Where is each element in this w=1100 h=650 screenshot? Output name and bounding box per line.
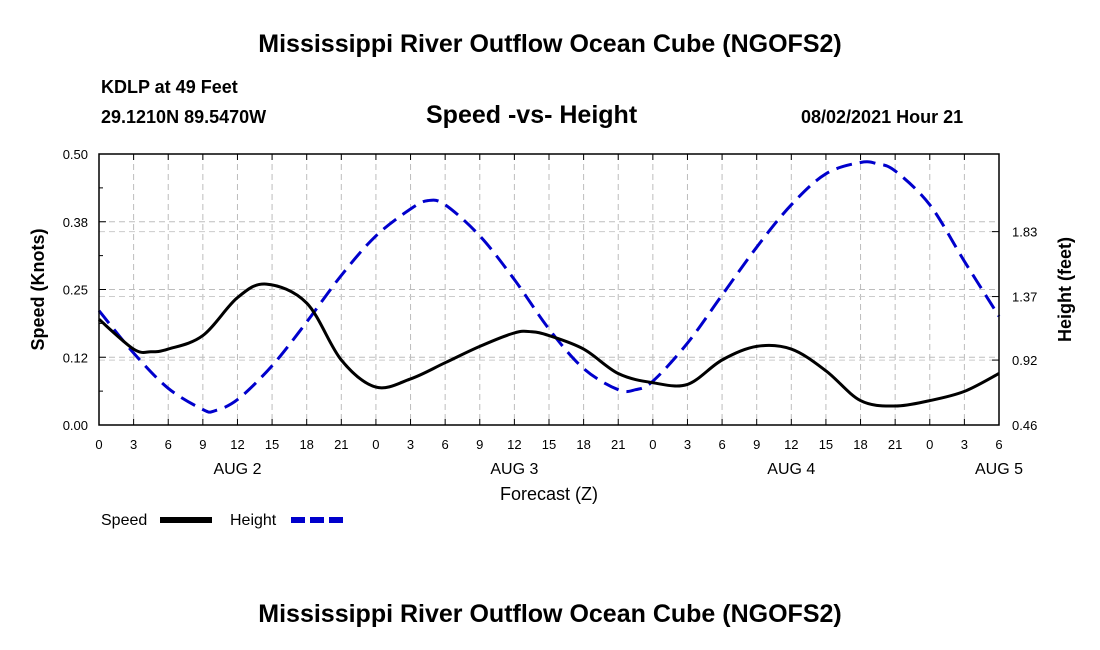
coordinates-label: 29.1210N 89.5470W	[101, 107, 267, 127]
x-tick-label: 0	[372, 437, 379, 452]
axis-ticks	[98, 153, 1000, 426]
x-tick-label: 0	[649, 437, 656, 452]
y2-tick-label: 0.92	[1012, 353, 1037, 368]
x-tick-label: 6	[995, 437, 1002, 452]
x-tick-label: 12	[507, 437, 521, 452]
x-tick-label: 18	[853, 437, 867, 452]
grid-lines	[99, 154, 999, 425]
bottom-title: Mississippi River Outflow Ocean Cube (NG…	[258, 600, 842, 628]
x-tick-label: 18	[299, 437, 313, 452]
speed-series-line	[98, 282, 1000, 408]
y2-tick-label: 1.83	[1012, 225, 1037, 240]
x-tick-label: 9	[753, 437, 760, 452]
x-tick-label: 15	[265, 437, 279, 452]
day-label: AUG 2	[213, 461, 261, 478]
legend: Speed Height	[101, 512, 343, 529]
legend-label-speed: Speed	[101, 512, 147, 529]
day-label: AUG 4	[767, 461, 815, 478]
station-label: KDLP at 49 Feet	[101, 77, 238, 97]
top-title: Mississippi River Outflow Ocean Cube (NG…	[258, 30, 842, 58]
legend-label-height: Height	[230, 512, 277, 529]
day-label: AUG 3	[490, 461, 538, 478]
y-tick-label: 0.50	[63, 147, 88, 162]
axis-labels: 0 3 6 9 12 15 18 21 0 3 6 9 12 15 18 21 0 3 6 9 12 15 18 21 0 3 60…	[28, 147, 1075, 504]
x-tick-label: 18	[576, 437, 590, 452]
x-tick-label: 21	[334, 437, 348, 452]
series-lines	[97, 160, 1001, 414]
forecast-datetime: 08/02/2021 Hour 21	[801, 107, 964, 127]
chart-title: Speed -vs- Height	[426, 101, 638, 129]
x-tick-label: 12	[784, 437, 798, 452]
y-tick-label: 0.25	[63, 283, 88, 298]
day-label: AUG 5	[975, 461, 1023, 478]
x-tick-label: 0	[926, 437, 933, 452]
height-series-line	[97, 160, 1001, 414]
x-tick-label: 3	[130, 437, 137, 452]
x-tick-label: 6	[718, 437, 725, 452]
y-tick-label: 0.38	[63, 215, 88, 230]
x-tick-label: 3	[407, 437, 414, 452]
x-tick-label: 21	[888, 437, 902, 452]
x-tick-label: 21	[611, 437, 625, 452]
y2-axis-title: Height (feet)	[1055, 237, 1075, 342]
x-tick-label: 3	[684, 437, 691, 452]
y2-tick-label: 0.46	[1012, 418, 1037, 433]
x-tick-label: 12	[230, 437, 244, 452]
x-axis-title: Forecast (Z)	[500, 484, 598, 504]
x-tick-label: 0	[95, 437, 102, 452]
x-tick-label: 6	[165, 437, 172, 452]
x-tick-label: 9	[199, 437, 206, 452]
x-tick-label: 15	[542, 437, 556, 452]
x-tick-label: 15	[819, 437, 833, 452]
x-tick-label: 9	[476, 437, 483, 452]
x-tick-label: 3	[961, 437, 968, 452]
y2-tick-label: 1.37	[1012, 290, 1037, 305]
y-tick-label: 0.00	[63, 418, 88, 433]
y-tick-label: 0.12	[63, 350, 88, 365]
x-tick-label: 6	[442, 437, 449, 452]
y-axis-title: Speed (Knots)	[28, 228, 48, 350]
